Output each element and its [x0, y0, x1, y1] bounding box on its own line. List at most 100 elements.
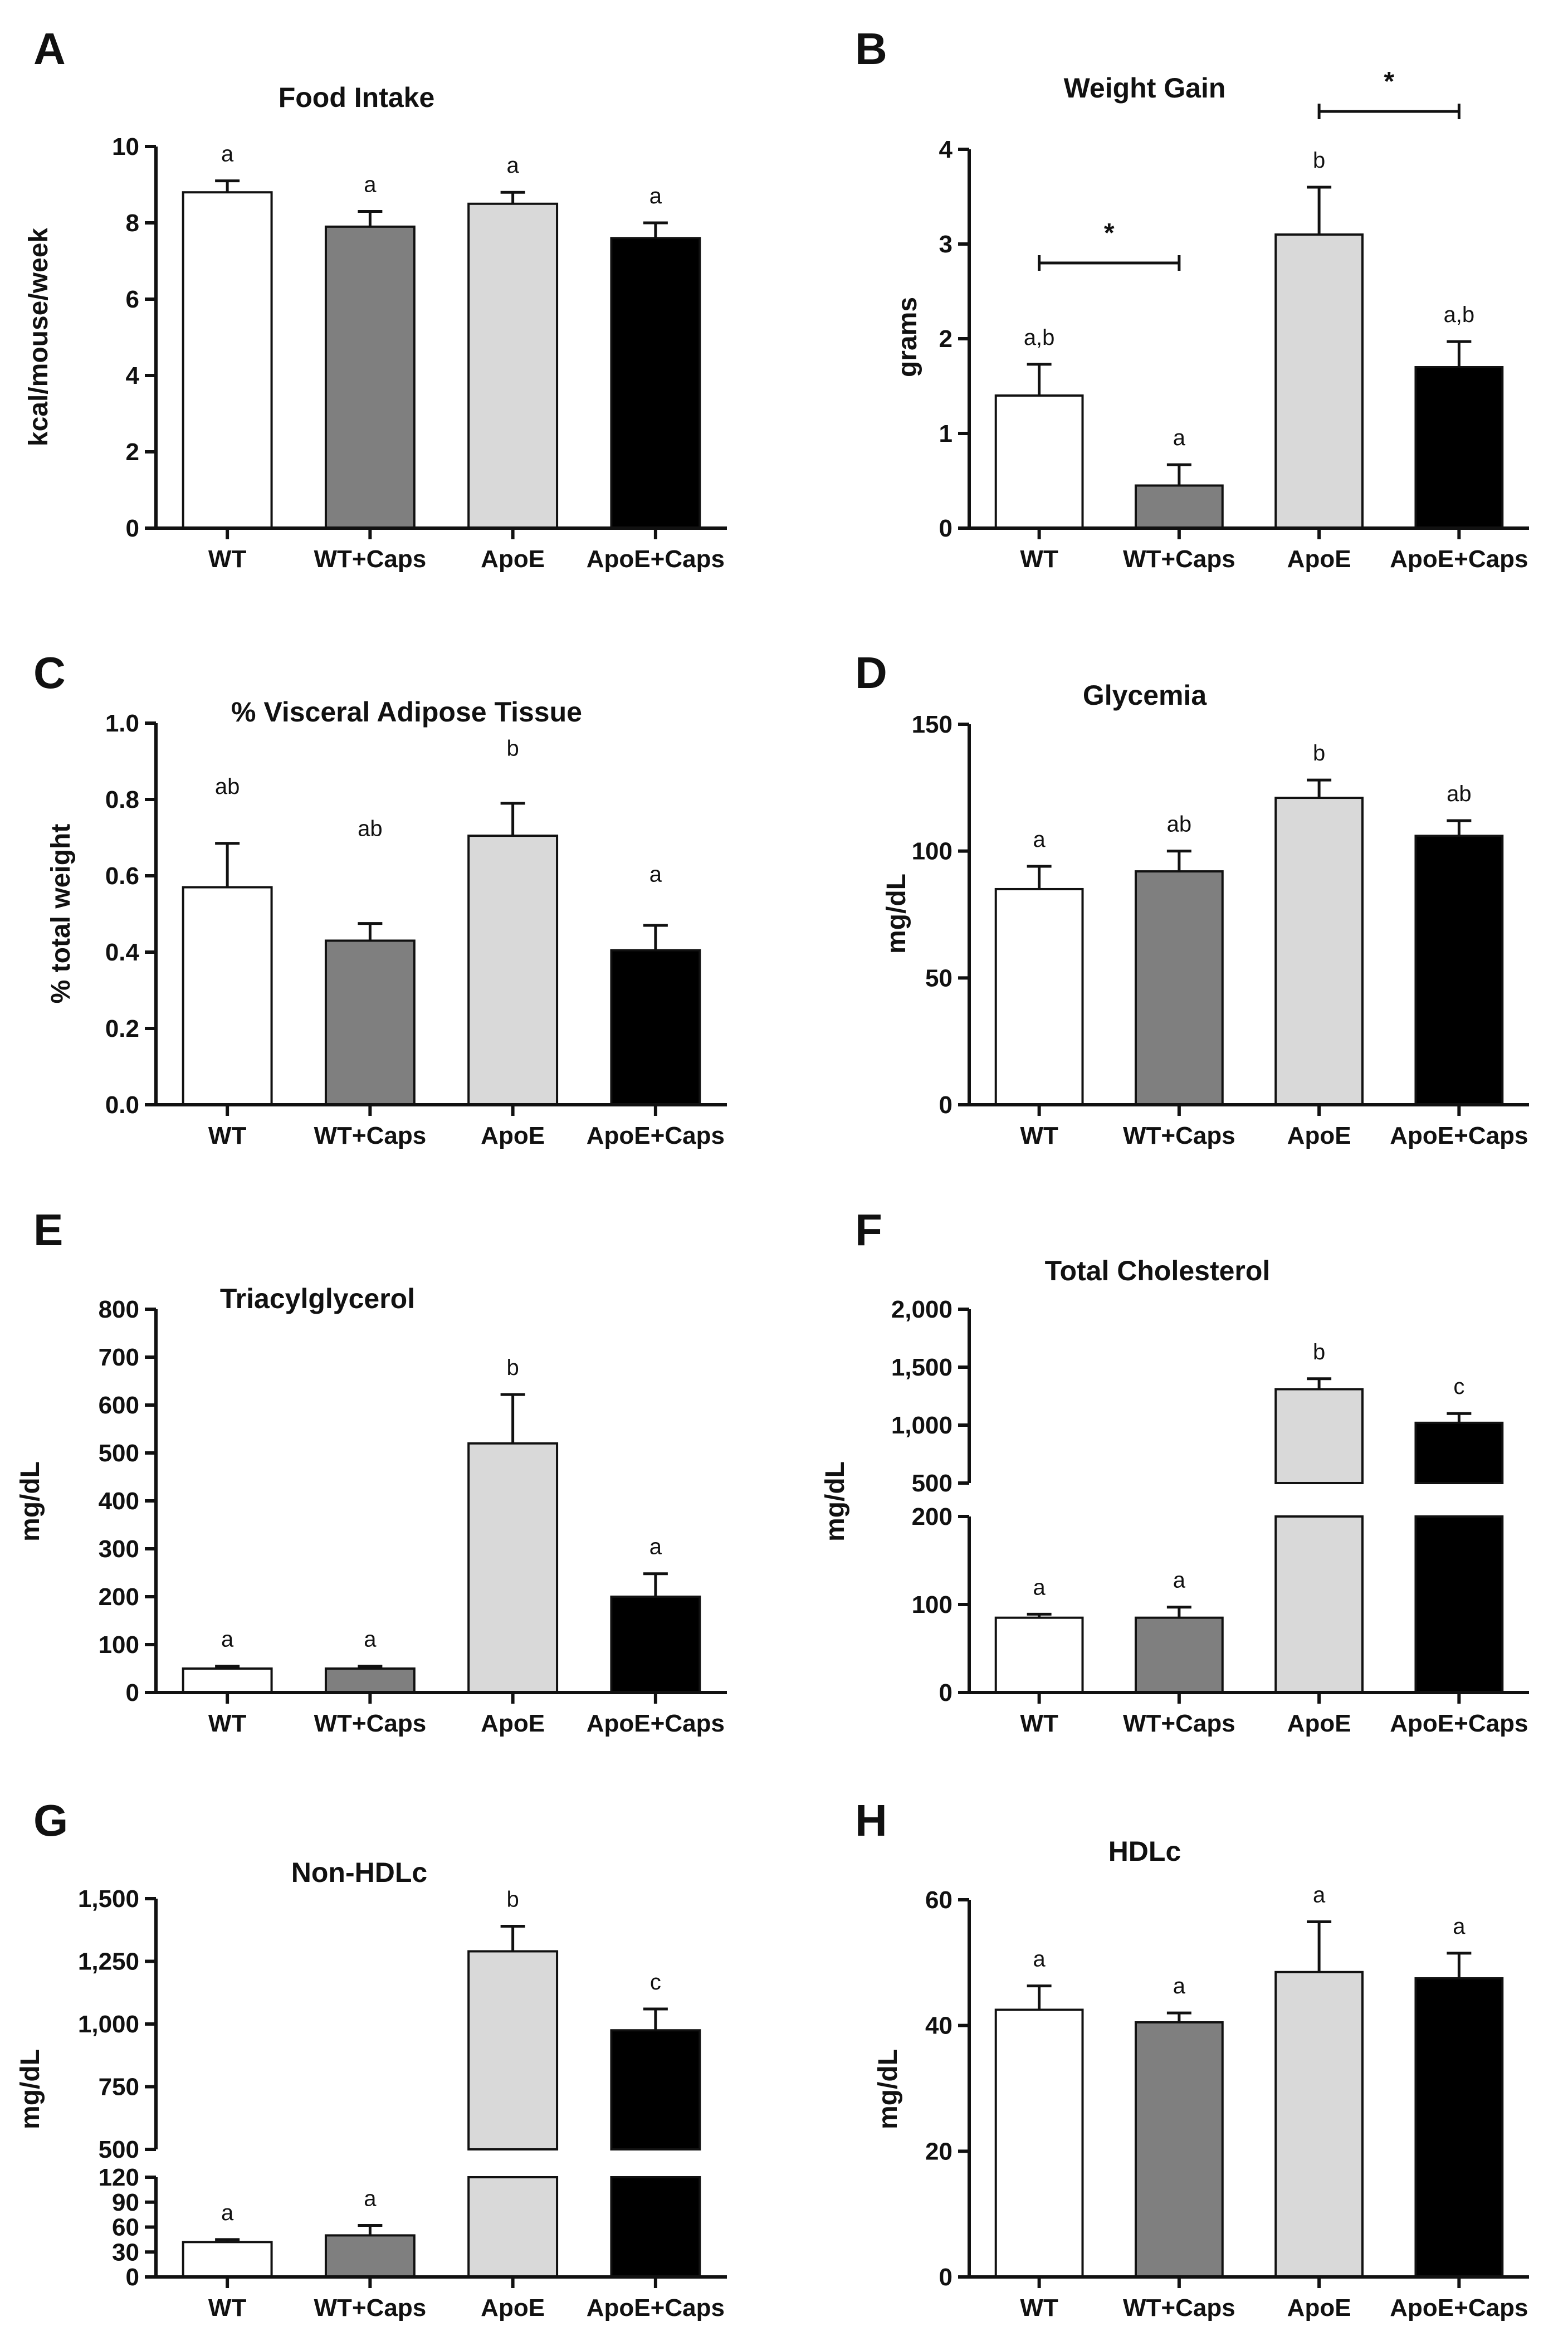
y-tick-label: 600 — [99, 1392, 139, 1419]
x-tick-label: ApoE+Caps — [587, 545, 725, 573]
bar — [1414, 1421, 1504, 1485]
y-tick-label: 1,500 — [78, 1885, 139, 1913]
significance-letter: ab — [358, 816, 383, 841]
y-tick-label: 50 — [925, 964, 952, 992]
y-tick-label: 2 — [126, 438, 139, 466]
x-tick-label: WT+Caps — [1123, 545, 1235, 573]
significance-letter: ab — [215, 774, 240, 799]
y-tick-label: 0 — [126, 515, 139, 542]
panel-d: D Glycemia mg/dL a WT ab WT+Caps b ApoE ab ApoE+Ca… — [855, 648, 1529, 1149]
y-tick-label: 6 — [126, 286, 139, 313]
x-tick-label: ApoE — [1287, 545, 1351, 573]
significance-letter: a — [649, 184, 662, 208]
bar — [1274, 1388, 1364, 1485]
x-tick-label: ApoE+Caps — [1390, 1710, 1528, 1737]
chart-title: Total Cholesterol — [1045, 1255, 1271, 1286]
x-tick-label: ApoE — [481, 1122, 545, 1149]
y-tick-label: 0.4 — [105, 939, 140, 966]
significance-letter: a — [649, 1535, 662, 1559]
significance-letter: b — [1313, 741, 1325, 765]
x-tick-label: WT+Caps — [1123, 2294, 1235, 2322]
significance-letter: a,b — [1024, 325, 1055, 350]
bar — [610, 237, 701, 529]
x-tick-label: WT — [1020, 1122, 1058, 1149]
y-tick-label: 1,250 — [78, 1948, 139, 1976]
y-axis-label: grams — [893, 297, 922, 377]
y-tick-label: 100 — [912, 838, 952, 865]
x-tick-label: WT — [1020, 545, 1058, 573]
significance-letter: a — [1453, 1914, 1466, 1939]
y-tick-label: 700 — [99, 1344, 139, 1371]
bar — [324, 939, 416, 1106]
bar — [610, 2029, 701, 2150]
y-tick-label: 4 — [126, 362, 140, 389]
significance-letter: b — [507, 1888, 519, 1912]
y-tick-label: 2,000 — [891, 1296, 952, 1323]
y-tick-label: 1 — [939, 420, 952, 447]
significance-star: * — [1104, 218, 1115, 248]
significance-letter: a — [1033, 1947, 1046, 1972]
y-tick-label: 120 — [99, 2164, 139, 2191]
x-tick-label: WT+Caps — [314, 1122, 427, 1149]
x-tick-label: ApoE — [1287, 1710, 1351, 1737]
bar — [467, 202, 559, 529]
panel-f: F Total Cholesterol mg/dL a WT a WT+Caps b ApoE c… — [820, 1205, 1529, 1737]
y-tick-label: 2 — [939, 325, 952, 353]
y-tick-label: 200 — [912, 1503, 952, 1530]
significance-letter: a — [221, 142, 234, 167]
significance-letter: a — [364, 2187, 377, 2211]
y-tick-label: 0 — [126, 1679, 139, 1706]
y-tick-label: 3 — [939, 231, 952, 258]
panel-letter: C — [33, 648, 66, 698]
x-tick-label: ApoE — [481, 1710, 545, 1737]
significance-letter: a — [364, 1627, 377, 1652]
y-axis-label: mg/dL — [820, 1461, 850, 1542]
significance-letter: a — [1173, 1974, 1186, 1998]
bar — [994, 887, 1084, 1106]
significance-letter: a — [1173, 1568, 1186, 1593]
y-tick-label: 800 — [99, 1296, 139, 1323]
bar — [1134, 484, 1224, 529]
bar-lower-segment — [610, 2176, 701, 2278]
significance-letter: c — [650, 1970, 661, 1994]
y-axis-label: kcal/mouse/week — [24, 228, 53, 447]
bar-lower-segment — [1274, 1515, 1364, 1694]
bar — [324, 225, 416, 530]
chart-title: Food Intake — [279, 82, 435, 113]
x-tick-label: WT+Caps — [314, 1710, 427, 1737]
bar — [467, 1950, 559, 2150]
x-tick-label: ApoE — [1287, 2294, 1351, 2322]
bar — [1134, 1616, 1224, 1694]
bar — [324, 1667, 416, 1694]
y-tick-label: 30 — [112, 2239, 139, 2266]
y-tick-label: 200 — [99, 1583, 139, 1611]
y-tick-label: 1.0 — [105, 710, 139, 737]
significance-letter: a — [1173, 426, 1186, 450]
y-tick-label: 4 — [939, 136, 953, 163]
chart-title: Triacylglycerol — [220, 1283, 415, 1314]
y-tick-label: 1,000 — [78, 2011, 139, 2038]
bar-lower-segment — [1414, 1515, 1504, 1694]
bar — [1134, 870, 1224, 1106]
x-tick-label: ApoE+Caps — [1390, 2294, 1528, 2322]
y-tick-label: 20 — [925, 2138, 952, 2165]
x-tick-label: WT+Caps — [1123, 1710, 1235, 1737]
y-tick-label: 0.0 — [105, 1091, 139, 1119]
panel-letter: D — [855, 648, 887, 698]
y-tick-label: 150 — [912, 711, 952, 738]
bar — [182, 191, 273, 529]
chart-title: HDLc — [1108, 1836, 1181, 1867]
significance-letter: b — [507, 1355, 519, 1380]
y-tick-label: 0 — [939, 515, 952, 542]
significance-letter: ab — [1447, 782, 1472, 806]
y-tick-label: 500 — [912, 1470, 952, 1497]
x-tick-label: ApoE — [481, 545, 545, 573]
bar — [1134, 2021, 1224, 2278]
x-tick-label: WT — [208, 2294, 247, 2322]
y-tick-label: 60 — [925, 1886, 952, 1914]
y-tick-label: 400 — [99, 1488, 139, 1515]
y-tick-label: 0 — [939, 1679, 952, 1706]
chart-title: Weight Gain — [1064, 72, 1226, 104]
x-tick-label: WT — [1020, 1710, 1058, 1737]
